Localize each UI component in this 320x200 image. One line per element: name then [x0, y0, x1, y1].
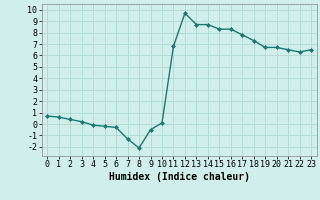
X-axis label: Humidex (Indice chaleur): Humidex (Indice chaleur): [109, 172, 250, 182]
